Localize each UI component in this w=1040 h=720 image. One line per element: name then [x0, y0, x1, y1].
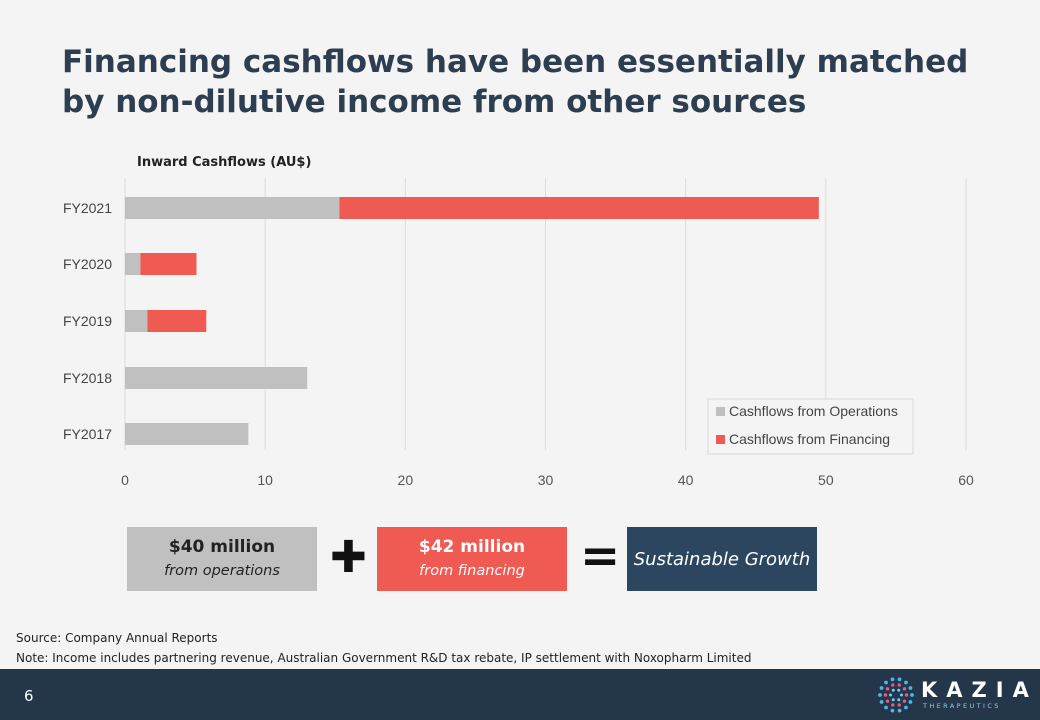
cashflow-bar-chart: 0 10 20 30 40 50 60 FY2021 FY2020 FY2019 FY2018 FY2…	[63, 178, 974, 488]
y-category-label: FY2017	[63, 426, 112, 442]
financing-amount: $42 million	[418, 537, 526, 557]
y-category-label: FY2021	[63, 200, 112, 216]
financing-caption: from financing	[419, 563, 525, 579]
legend-box	[707, 398, 914, 455]
legend-swatch	[716, 435, 725, 444]
kazia-logo: KAZIA THERAPEUTICS	[876, 675, 1029, 715]
x-tick-label: 40	[678, 472, 694, 488]
y-category-label: FY2018	[63, 370, 112, 386]
x-tick-label: 30	[538, 472, 554, 488]
bar-cashflows-from-financing	[147, 310, 207, 332]
x-tick-label: 50	[818, 472, 834, 488]
x-tick-label: 0	[121, 472, 129, 488]
equals-icon: =	[580, 528, 621, 584]
legend-label: Cashflows from Operations	[729, 403, 898, 419]
operations-caption: from operations	[164, 563, 280, 579]
footer-bar: 6 KAZIA THERAPEUTICS	[0, 669, 1040, 720]
operations-summary-box: $40 million from operations	[127, 527, 317, 591]
source-note: Source: Company Annual Reports	[16, 631, 218, 645]
y-category-label: FY2019	[63, 313, 112, 329]
financing-summary-box: $42 million from financing	[377, 527, 567, 591]
x-tick-label: 10	[257, 472, 273, 488]
x-tick-label: 20	[398, 472, 414, 488]
operations-amount: $40 million	[168, 537, 276, 557]
bar-cashflows-from-financing	[140, 253, 197, 275]
plus-icon: ✚	[330, 532, 367, 583]
sustainable-growth-box: Sustainable Growth	[627, 527, 817, 591]
bar-cashflows-from-operations	[125, 310, 148, 332]
page-number: 6	[24, 687, 34, 705]
footnote: Note: Income includes partnering revenue…	[16, 651, 752, 665]
legend-swatch	[716, 407, 725, 416]
slide-title: Financing cashflows have been essentiall…	[62, 44, 969, 120]
chart-title: Inward Cashflows (AU$)	[137, 155, 312, 170]
kazia-dots-logo-icon	[878, 677, 914, 713]
logo-name: KAZIA	[921, 678, 1038, 702]
bar-cashflows-from-operations	[125, 367, 308, 389]
bar-cashflows-from-operations	[125, 423, 249, 445]
y-category-label: FY2020	[63, 256, 112, 272]
bar-cashflows-from-financing	[339, 197, 819, 219]
bar-cashflows-from-operations	[125, 197, 340, 219]
legend-label: Cashflows from Financing	[729, 431, 890, 447]
logo-tagline: THERAPEUTICS	[923, 702, 1001, 710]
x-tick-label: 60	[958, 472, 974, 488]
bar-cashflows-from-operations	[125, 253, 141, 275]
